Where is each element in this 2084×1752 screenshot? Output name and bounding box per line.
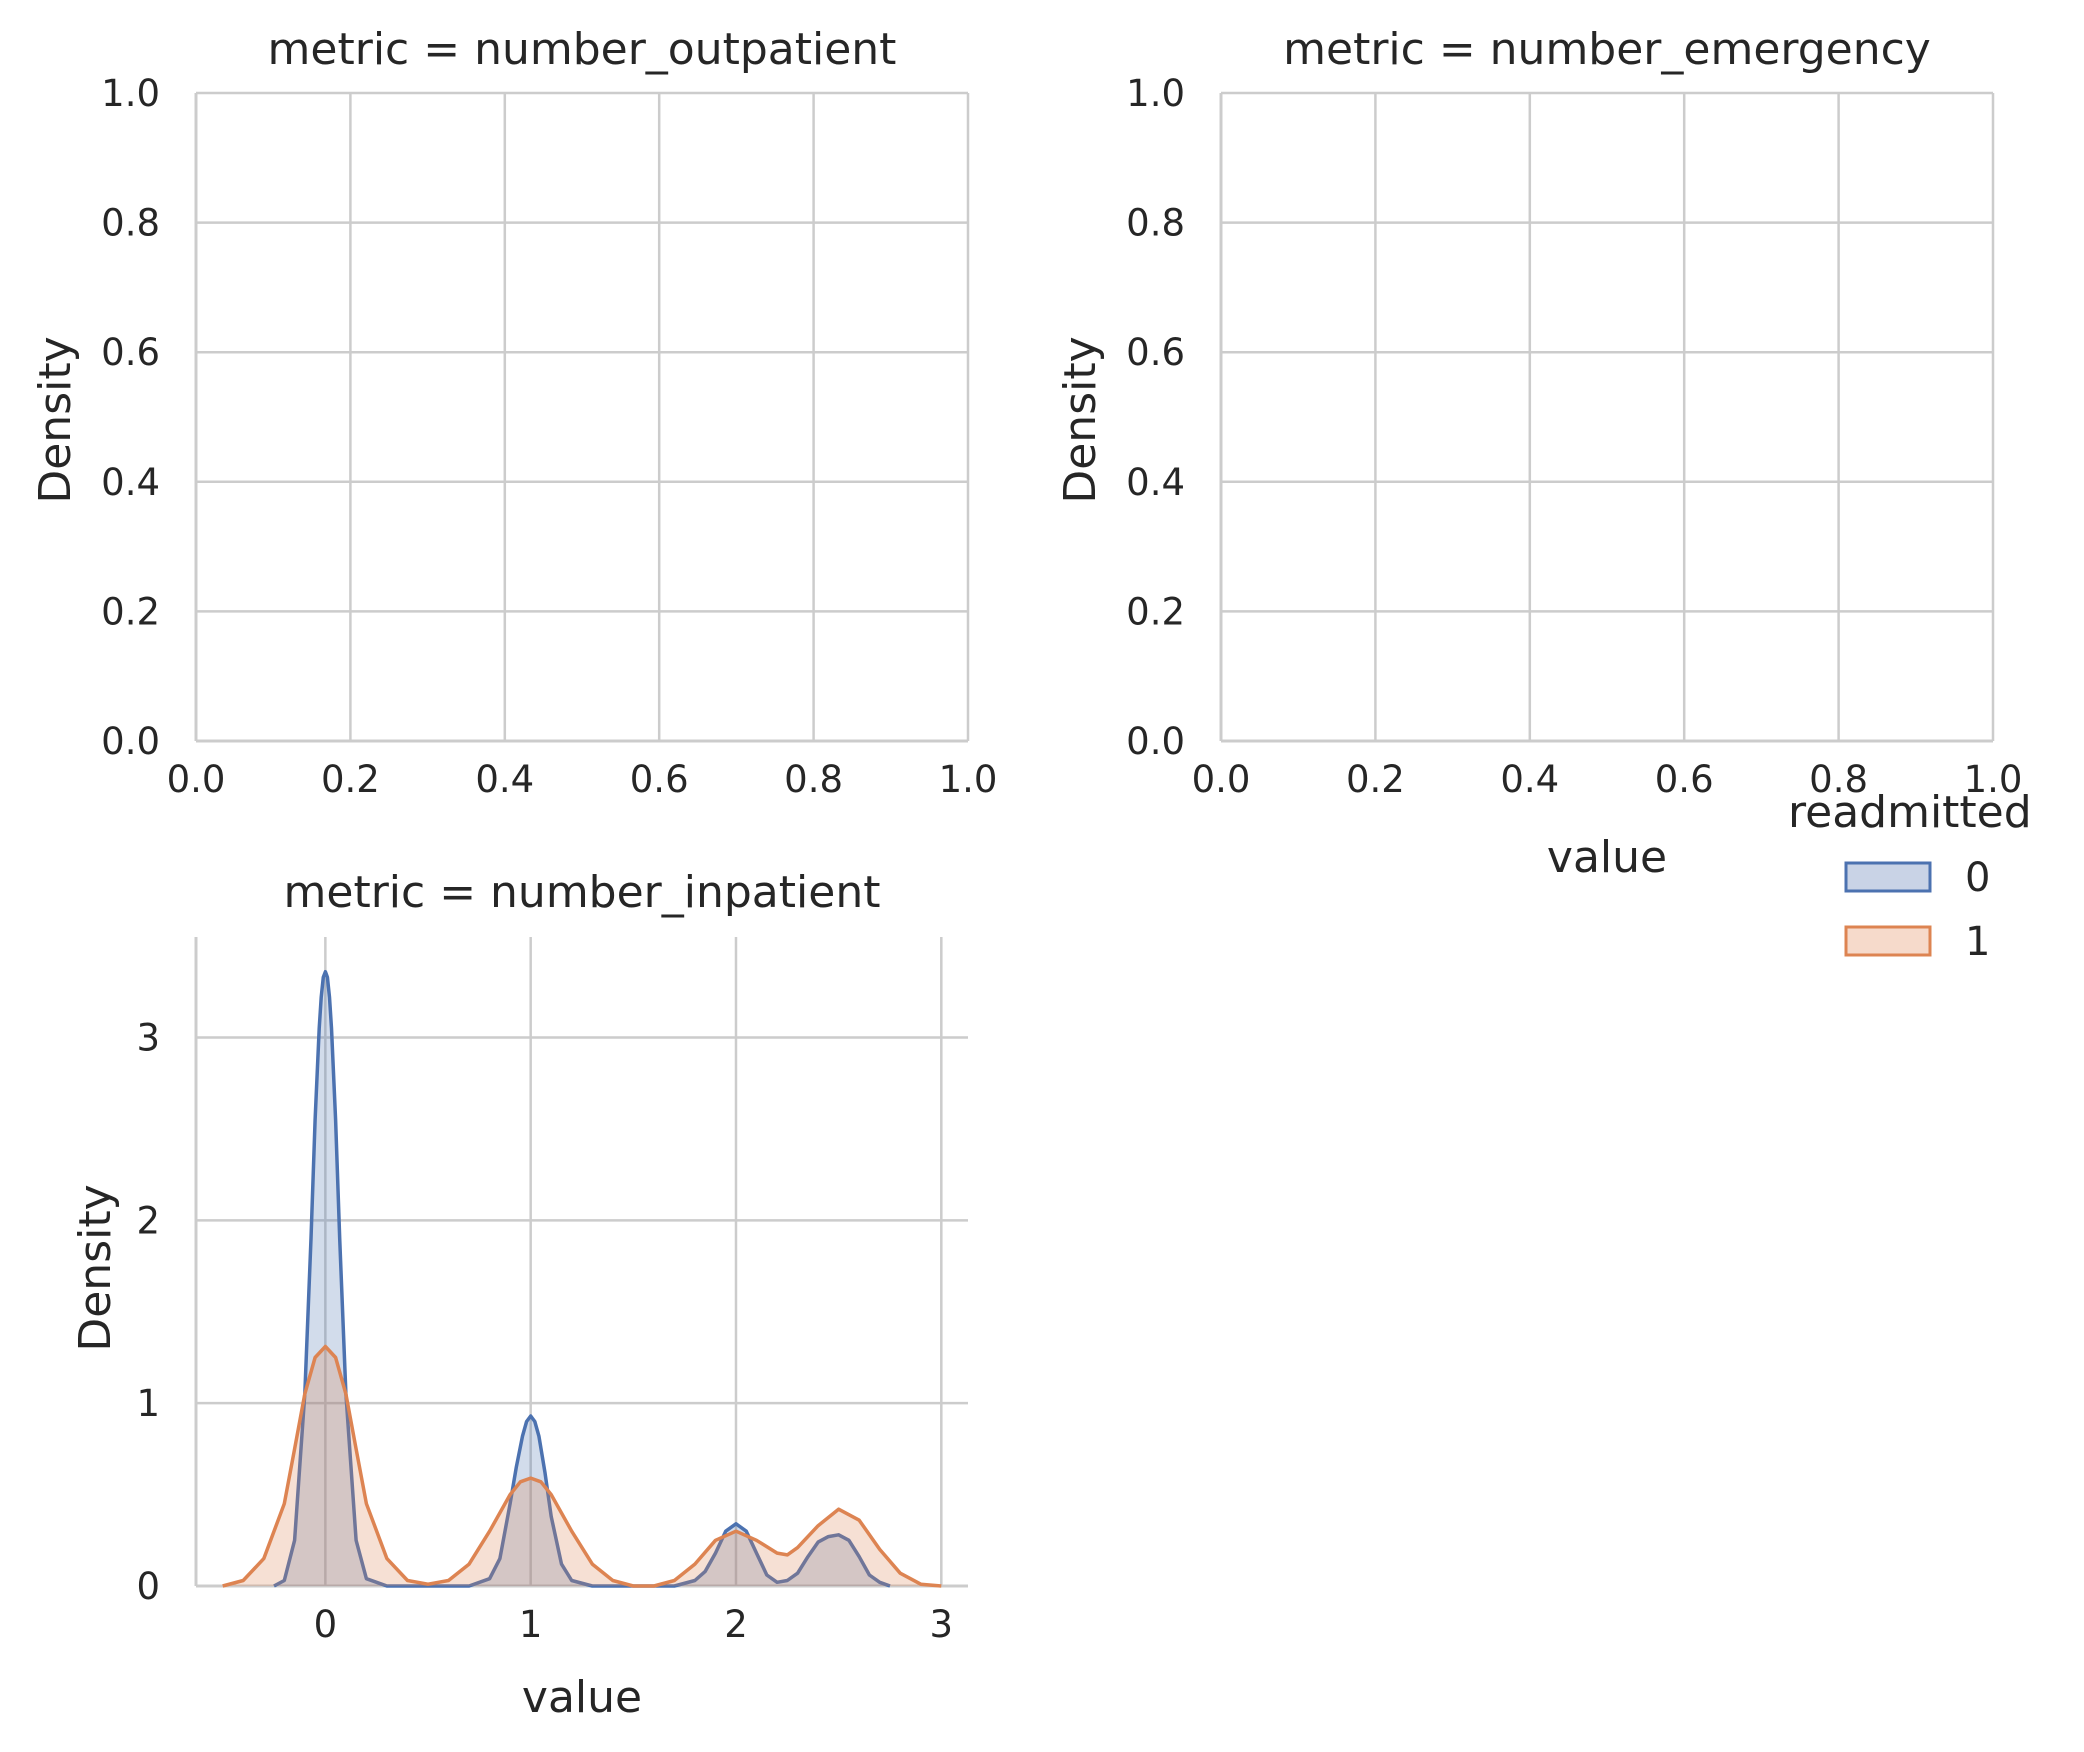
x-tick-label-1: 1 bbox=[519, 1603, 543, 1646]
x-tick-label-0-0: 0.0 bbox=[167, 758, 226, 801]
legend-label-1: 1 bbox=[1965, 919, 1990, 965]
y-tick-label-0-4: 0.4 bbox=[101, 461, 160, 504]
density-line-readmitted-0 bbox=[273, 969, 891, 1588]
y-tick-label-0-6: 0.6 bbox=[101, 331, 160, 374]
x-tick-label-0-8: 0.8 bbox=[784, 758, 843, 801]
panel-title-emergency: metric = number_emergency bbox=[1283, 24, 1931, 75]
y-tick-label-2: 2 bbox=[136, 1199, 160, 1242]
x-tick-label-0-4: 0.4 bbox=[1500, 758, 1559, 801]
y-tick-label-0-2: 0.2 bbox=[101, 590, 160, 633]
x-tick-label-0: 0 bbox=[314, 1603, 338, 1646]
x-tick-label-3: 3 bbox=[930, 1603, 954, 1646]
x-tick-label-0-6: 0.6 bbox=[1655, 758, 1714, 801]
x-axis-label-inpatient: value bbox=[522, 1672, 642, 1723]
legend: readmitted 0 1 bbox=[1788, 787, 2032, 965]
y-axis-label-outpatient: Density bbox=[30, 336, 81, 503]
y-axis-label-emergency: Density bbox=[1055, 336, 1106, 503]
y-tick-label-0-8: 0.8 bbox=[1126, 202, 1185, 245]
x-tick-label-0-6: 0.6 bbox=[630, 758, 689, 801]
y-axis-label-inpatient: Density bbox=[70, 1184, 121, 1351]
y-tick-label-0-2: 0.2 bbox=[1126, 590, 1185, 633]
x-tick-label-1-0: 1.0 bbox=[939, 758, 998, 801]
x-tick-label-0-8: 0.8 bbox=[1809, 758, 1868, 801]
y-tick-label-0-0: 0.0 bbox=[1126, 720, 1185, 763]
density-line-readmitted-1 bbox=[222, 1344, 942, 1588]
x-tick-label-0-0: 0.0 bbox=[1192, 758, 1251, 801]
density-area-readmitted-1 bbox=[222, 1346, 942, 1586]
y-tick-label-1-0: 1.0 bbox=[1126, 72, 1185, 115]
x-tick-label-2: 2 bbox=[724, 1603, 748, 1646]
y-tick-label-1: 1 bbox=[136, 1382, 160, 1425]
y-tick-label-0-8: 0.8 bbox=[101, 202, 160, 245]
legend-item-1: 1 bbox=[1844, 919, 1990, 965]
legend-title: readmitted bbox=[1788, 787, 2032, 838]
panel-number-outpatient: metric = number_outpatient Density 0.0 0.… bbox=[30, 24, 997, 801]
panel-title-inpatient: metric = number_inpatient bbox=[284, 867, 881, 918]
legend-swatch-0 bbox=[1844, 861, 1932, 893]
legend-swatch-1 bbox=[1844, 925, 1932, 957]
y-tick-label-0-0: 0.0 bbox=[101, 720, 160, 763]
x-tick-label-1-0: 1.0 bbox=[1964, 758, 2023, 801]
y-tick-label-0: 0 bbox=[136, 1565, 160, 1608]
density-area-readmitted-0 bbox=[274, 971, 890, 1586]
x-tick-label-0-2: 0.2 bbox=[1346, 758, 1405, 801]
x-axis-label-emergency: value bbox=[1547, 832, 1667, 883]
y-tick-label-0-6: 0.6 bbox=[1126, 331, 1185, 374]
y-tick-label-1-0: 1.0 bbox=[101, 72, 160, 115]
panel-number-emergency: metric = number_emergency Density value … bbox=[1055, 24, 2022, 883]
y-tick-label-3: 3 bbox=[136, 1017, 160, 1060]
legend-item-0: 0 bbox=[1844, 855, 1990, 901]
panel-title-outpatient: metric = number_outpatient bbox=[268, 24, 897, 75]
y-tick-label-0-4: 0.4 bbox=[1126, 461, 1185, 504]
x-tick-label-0-2: 0.2 bbox=[321, 758, 380, 801]
panel-number-inpatient: metric = number_inpatient Density value … bbox=[70, 867, 968, 1723]
legend-label-0: 0 bbox=[1965, 855, 1990, 901]
x-tick-label-0-4: 0.4 bbox=[475, 758, 534, 801]
